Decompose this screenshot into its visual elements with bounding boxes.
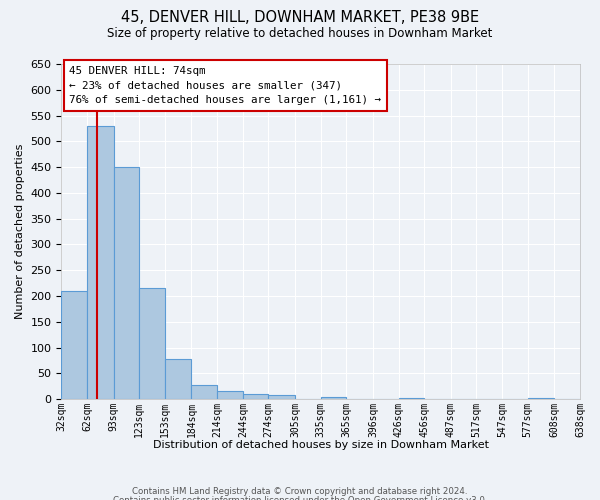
Bar — [165, 359, 191, 399]
Text: 45 DENVER HILL: 74sqm
← 23% of detached houses are smaller (347)
76% of semi-det: 45 DENVER HILL: 74sqm ← 23% of detached … — [69, 66, 381, 106]
X-axis label: Distribution of detached houses by size in Downham Market: Distribution of detached houses by size … — [153, 440, 489, 450]
Bar — [113, 167, 139, 399]
Text: 45, DENVER HILL, DOWNHAM MARKET, PE38 9BE: 45, DENVER HILL, DOWNHAM MARKET, PE38 9B… — [121, 10, 479, 25]
Bar — [268, 395, 295, 399]
Text: Size of property relative to detached houses in Downham Market: Size of property relative to detached ho… — [107, 28, 493, 40]
Text: Contains HM Land Registry data © Crown copyright and database right 2024.: Contains HM Land Registry data © Crown c… — [132, 488, 468, 496]
Bar — [398, 398, 424, 399]
Y-axis label: Number of detached properties: Number of detached properties — [15, 144, 25, 320]
Bar — [528, 398, 554, 399]
Bar — [217, 392, 243, 399]
Bar — [321, 396, 346, 399]
Text: Contains public sector information licensed under the Open Government Licence v3: Contains public sector information licen… — [113, 496, 487, 500]
Bar — [243, 394, 268, 399]
Bar — [61, 291, 87, 399]
Bar — [139, 288, 165, 399]
Bar — [87, 126, 113, 399]
Bar — [191, 386, 217, 399]
